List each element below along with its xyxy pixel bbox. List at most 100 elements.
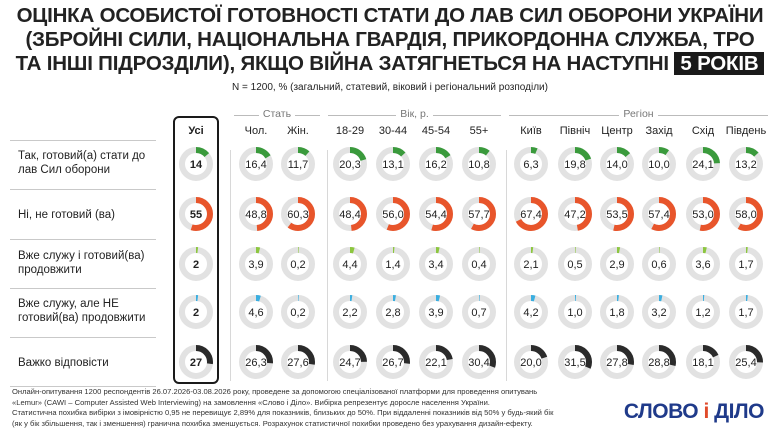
donut-value-label: 2,8 xyxy=(385,307,400,319)
donut-value-label: 18,1 xyxy=(692,357,713,369)
donut-arc xyxy=(642,197,676,231)
donut-arc xyxy=(600,247,634,281)
chart-subtitle: N = 1200, % (загальний, статевий, вікови… xyxy=(232,82,548,93)
donut-arc xyxy=(558,247,592,281)
donut-cell: 20,3 xyxy=(333,147,367,181)
group-rule xyxy=(295,115,320,116)
logo-right: ДІЛО xyxy=(714,400,764,423)
donut-cell: 47,2 xyxy=(558,197,592,231)
footer-line-2: «Lemur» (CAWI – Computer Assisted Web In… xyxy=(12,397,490,407)
donut-value-label: 20,3 xyxy=(339,159,360,171)
donut-arc xyxy=(729,247,763,281)
donut-value-label: 24,1 xyxy=(692,159,713,171)
donut-cell: 1,8 xyxy=(600,295,634,329)
donut-cell: 2,8 xyxy=(376,295,410,329)
donut-arc xyxy=(642,247,676,281)
row-label: Ні, не готовий (ва) xyxy=(18,209,115,221)
column-header: 55+ xyxy=(469,125,489,137)
donut-value-label: 11,7 xyxy=(288,159,309,171)
donut-cell: 58,0 xyxy=(729,197,763,231)
donut-value-label: 30,4 xyxy=(468,357,489,369)
title-line-3-text: та інші підрозділи), якщо війна затягнет… xyxy=(15,52,670,75)
column-header: Жін. xyxy=(287,125,309,137)
donut-cell: 13,2 xyxy=(729,147,763,181)
donut-arc xyxy=(281,345,315,379)
donut-value-label: 13,1 xyxy=(382,159,403,171)
donut-arc xyxy=(642,147,676,181)
column-header: 45-54 xyxy=(421,125,451,137)
donut-cell: 0,2 xyxy=(281,247,315,281)
donut-arc xyxy=(686,147,720,181)
row-separator xyxy=(10,337,156,338)
donut-arc xyxy=(462,247,496,281)
donut-value-label: 0,5 xyxy=(567,259,582,271)
donut-arc xyxy=(600,295,634,329)
donut-cell: 1,2 xyxy=(686,295,720,329)
donut-cell: 10,0 xyxy=(642,147,676,181)
donut-value-label: 57,4 xyxy=(648,209,669,221)
donut-value-label: 2,1 xyxy=(523,259,538,271)
chart-title: Оцінка особистої готовності стати до лав… xyxy=(8,4,772,76)
donut-cell: 3,2 xyxy=(642,295,676,329)
footer-line-3: Статистична похибка вибірки з імовірніст… xyxy=(12,408,554,417)
donut-arc xyxy=(179,295,213,329)
donut-arc xyxy=(179,197,213,231)
donut-arc xyxy=(333,147,367,181)
donut-cell: 2,9 xyxy=(600,247,634,281)
donut-cell: 0,7 xyxy=(462,295,496,329)
group-header: Регіон xyxy=(623,108,654,120)
donut-value-label: 28,8 xyxy=(648,357,669,369)
donut-cell: 22,1 xyxy=(419,345,453,379)
donut-value-label: 16,4 xyxy=(245,159,266,171)
donut-value-label: 2,9 xyxy=(609,259,624,271)
donut-cell: 10,8 xyxy=(462,147,496,181)
donut-cell: 26,3 xyxy=(239,345,273,379)
row-label: Вже служу і готовий(ва) продовжити xyxy=(18,250,145,276)
donut-arc xyxy=(179,345,213,379)
donut-arc xyxy=(686,295,720,329)
donut-cell: 60,3 xyxy=(281,197,315,231)
donut-arc xyxy=(239,147,273,181)
donut-value-label: 55 xyxy=(190,209,202,221)
donut-arc xyxy=(514,345,548,379)
donut-value-label: 67,4 xyxy=(520,209,541,221)
row-label: Важко відповісти xyxy=(18,357,109,369)
row-separator xyxy=(10,140,156,141)
donut-value-label: 4,6 xyxy=(248,307,263,319)
donut-cell: 4,2 xyxy=(514,295,548,329)
donut-value-label: 3,9 xyxy=(248,259,263,271)
donut-cell: 18,1 xyxy=(686,345,720,379)
donut-arc xyxy=(729,345,763,379)
donut-arc xyxy=(239,295,273,329)
donut-cell: 14,0 xyxy=(600,147,634,181)
donut-arc xyxy=(514,197,548,231)
donut-arc xyxy=(514,295,548,329)
donut-arc xyxy=(462,197,496,231)
total-column-highlight xyxy=(173,116,219,384)
donut-arc xyxy=(333,295,367,329)
donut-arc xyxy=(514,147,548,181)
donut-arc xyxy=(333,247,367,281)
donut-cell: 31,5 xyxy=(558,345,592,379)
donut-cell: 54,4 xyxy=(419,197,453,231)
donut-cell: 16,4 xyxy=(239,147,273,181)
column-header: Північ xyxy=(559,125,591,137)
donut-arc xyxy=(462,345,496,379)
donut-cell: 28,8 xyxy=(642,345,676,379)
logo-mid: і xyxy=(703,400,709,423)
donut-arc xyxy=(419,295,453,329)
donut-cell: 20,0 xyxy=(514,345,548,379)
column-header: 18-29 xyxy=(335,125,365,137)
donut-cell: 24,1 xyxy=(686,147,720,181)
column-separator xyxy=(230,150,231,381)
donut-cell: 67,4 xyxy=(514,197,548,231)
donut-arc xyxy=(514,247,548,281)
donut-value-label: 1,7 xyxy=(738,307,753,319)
donut-arc xyxy=(642,345,676,379)
donut-value-label: 3,9 xyxy=(428,307,443,319)
donut-cell: 53,5 xyxy=(600,197,634,231)
donut-cell: 0,5 xyxy=(558,247,592,281)
donut-arc xyxy=(281,247,315,281)
donut-value-label: 16,2 xyxy=(425,159,446,171)
donut-arc xyxy=(179,247,213,281)
